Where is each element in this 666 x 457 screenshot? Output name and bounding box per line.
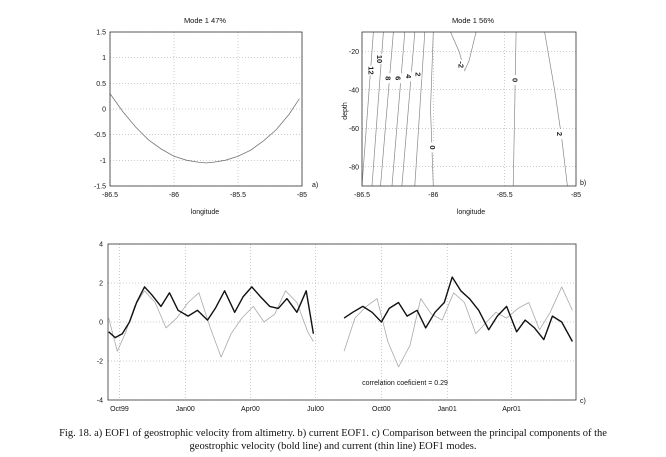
panel-c-current-line	[108, 286, 573, 368]
panel-b-contour-label: 0	[511, 78, 520, 82]
panel-c-series	[108, 276, 574, 368]
panel-b-contour-line	[544, 31, 568, 187]
panel-b-xtick-label: -86	[428, 192, 438, 199]
panel-a-ticks: -86.5 -86 -85.5 -85 1.5 1 0.5 0 -0.5 -1 -1.5	[94, 30, 307, 200]
panel-c-xtick-label: Apr00	[241, 406, 260, 413]
panel-b-contour-label: 2	[555, 132, 564, 136]
panel-b-contour-label-bg	[403, 71, 412, 82]
panel-b-ytick-label: -40	[349, 87, 359, 94]
panel-c-ytick-label: -2	[97, 359, 103, 366]
panel-b-contour-line	[512, 31, 517, 187]
panel-b-contour-label: 4	[404, 74, 413, 79]
panel-c-ytick-label: 0	[99, 320, 103, 327]
panel-b-contour-label-bg	[510, 75, 519, 86]
panel-c-principal-components: Oct99 Jan00 Apr00 Jul00 Oct00 Jan01 Apr01 4 2 0 -2…	[97, 242, 586, 414]
panel-b-contour-line	[361, 31, 374, 187]
panel-a-xtick-label: -85	[297, 192, 307, 199]
panel-b-contour-label-bg	[383, 73, 392, 84]
panel-b-contour-line	[380, 31, 394, 187]
panel-b-frame	[361, 31, 577, 187]
panel-c-frame	[107, 243, 577, 401]
panel-b-ytick-label: -60	[349, 126, 359, 133]
panel-b-contour-label-bg	[375, 53, 384, 64]
panel-a-eof-line	[109, 93, 300, 164]
caption-line-2: geostrophic velocity (bold line) and cur…	[189, 441, 477, 452]
panel-b-contour-label: 8	[384, 76, 393, 80]
panel-c-xtick-label: Jul00	[307, 406, 324, 413]
panel-a-xlabel: longitude	[191, 209, 220, 216]
panel-c-ytick-label: -4	[97, 398, 103, 405]
panel-a-title: Mode 1 47%	[184, 16, 226, 25]
panel-a-ytick-label: -1.5	[94, 184, 106, 191]
caption-line-1: Fig. 18. a) EOF1 of geostrophic velocity…	[59, 428, 607, 439]
panel-a-ytick-label: 0.5	[96, 81, 106, 88]
panel-b-contour-label: 0	[428, 145, 437, 149]
panel-a-ytick-label: 0	[102, 107, 106, 114]
panel-b-current-eof: Mode 1 56% -86.5 -86 -85.5 -85-20-40-60-80 …	[342, 16, 586, 216]
panel-a-ytick-label: -0.5	[94, 132, 106, 139]
panel-b-title: Mode 1 56%	[452, 16, 494, 25]
panel-c-geostrophic-line	[108, 276, 574, 342]
panel-a-frame	[109, 31, 303, 187]
panel-b-contour-line	[401, 31, 416, 187]
panel-a-xtick-label: -86	[169, 192, 179, 199]
panel-b-label: b)	[580, 180, 586, 187]
panel-b-ticks: -86.5 -86 -85.5 -85-20-40-60-80	[349, 49, 581, 199]
panel-b-contour-label-bg	[366, 65, 375, 76]
panel-b-contour-label-bg	[456, 59, 465, 70]
panel-b-ylabel: depth	[342, 102, 349, 120]
panel-c-xtick-label: Oct99	[110, 406, 129, 413]
panel-b-contour-label: 6	[394, 76, 403, 80]
panel-b-contour-label: 12	[367, 66, 376, 74]
panel-c-xtick-label: Oct00	[372, 406, 391, 413]
panel-b-contour-label: 2	[414, 72, 423, 76]
panel-a-ytick-label: -1	[100, 158, 106, 165]
panel-b-ytick-label: -20	[349, 49, 359, 56]
panel-b-xlabel: longitude	[457, 209, 486, 216]
panel-a-series	[109, 93, 300, 164]
panel-c-xtick-label: Jan00	[176, 406, 195, 413]
panel-c-ticks: Oct99 Jan00 Apr00 Jul00 Oct00 Jan01 Apr01 4 2 0 -2…	[97, 242, 521, 414]
figure-caption: Fig. 18. a) EOF1 of geostrophic velocity…	[6, 427, 660, 453]
panel-b-contour-label-bg	[554, 129, 563, 140]
panel-c-ytick-label: 4	[99, 242, 103, 249]
panel-a-xtick-label: -85.5	[230, 192, 246, 199]
panel-b-contour-line	[414, 31, 426, 187]
panel-b-ytick-label: -80	[349, 164, 359, 171]
panel-b-contour-label-bg	[413, 69, 422, 80]
panel-a-xtick-label: -86.5	[102, 192, 118, 199]
panel-b-xtick-label: -86.5	[354, 192, 370, 199]
panel-c-ytick-label: 2	[99, 281, 103, 288]
panel-c-label: c)	[580, 398, 586, 405]
panel-c-xtick-label: Jan01	[438, 406, 457, 413]
panel-b-contour-label-bg	[393, 73, 402, 84]
panel-a-ytick-label: 1	[102, 55, 106, 62]
panel-b-contour-line	[430, 31, 434, 187]
panel-b-contour-label-bg	[427, 142, 436, 153]
panel-b-contour-label: 10	[375, 55, 384, 63]
panel-b-contour-line	[450, 31, 477, 72]
panel-c-grid	[108, 243, 576, 401]
panel-a-label: a)	[312, 182, 318, 189]
correlation-annotation: correlation coeficient = 0.29	[362, 380, 448, 387]
panel-b-contour-line	[391, 31, 406, 187]
panel-c-xtick-label: Apr01	[502, 406, 521, 413]
panel-b-contour-label: -2	[456, 61, 465, 68]
panel-a-eof-altimetry: Mode 1 47% -86.5 -86 -85.5 -851.510.50-0.5-…	[94, 16, 318, 216]
panel-b-xtick-label: -85	[571, 192, 581, 199]
panel-b-contours	[361, 31, 568, 187]
panel-b-xtick-label: -85.5	[497, 192, 513, 199]
panel-a-ytick-label: 1.5	[96, 30, 106, 37]
